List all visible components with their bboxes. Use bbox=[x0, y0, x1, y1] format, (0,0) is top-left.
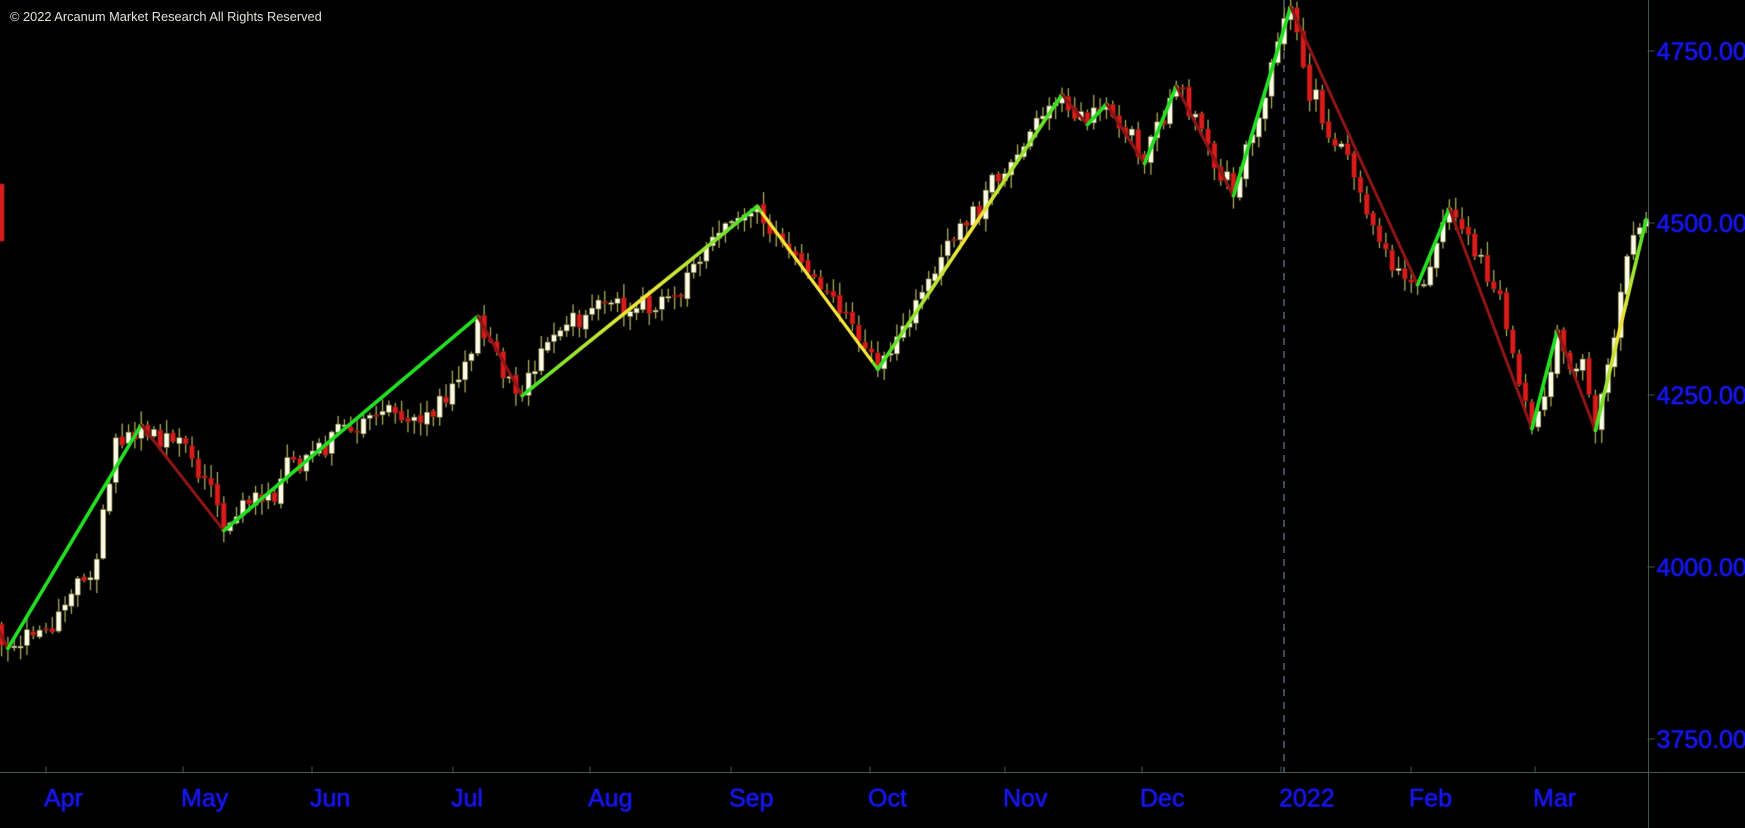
svg-text:Aug: Aug bbox=[588, 785, 632, 813]
svg-text:Mar: Mar bbox=[1533, 785, 1576, 813]
svg-text:May: May bbox=[181, 785, 229, 813]
svg-text:Sep: Sep bbox=[729, 785, 773, 813]
svg-text:4000.00: 4000.00 bbox=[1657, 554, 1745, 582]
svg-text:Apr: Apr bbox=[44, 785, 83, 813]
svg-text:Dec: Dec bbox=[1140, 785, 1184, 813]
svg-text:Jun: Jun bbox=[310, 785, 350, 813]
svg-text:4750.00: 4750.00 bbox=[1657, 38, 1745, 66]
svg-text:Oct: Oct bbox=[868, 785, 907, 813]
svg-text:4250.00: 4250.00 bbox=[1657, 382, 1745, 410]
svg-text:Nov: Nov bbox=[1003, 785, 1048, 813]
svg-text:3750.00: 3750.00 bbox=[1657, 726, 1745, 754]
svg-text:4500.00: 4500.00 bbox=[1657, 210, 1745, 238]
svg-text:Feb: Feb bbox=[1409, 785, 1452, 813]
svg-text:2022: 2022 bbox=[1279, 785, 1335, 813]
svg-text:Jul: Jul bbox=[451, 785, 483, 813]
